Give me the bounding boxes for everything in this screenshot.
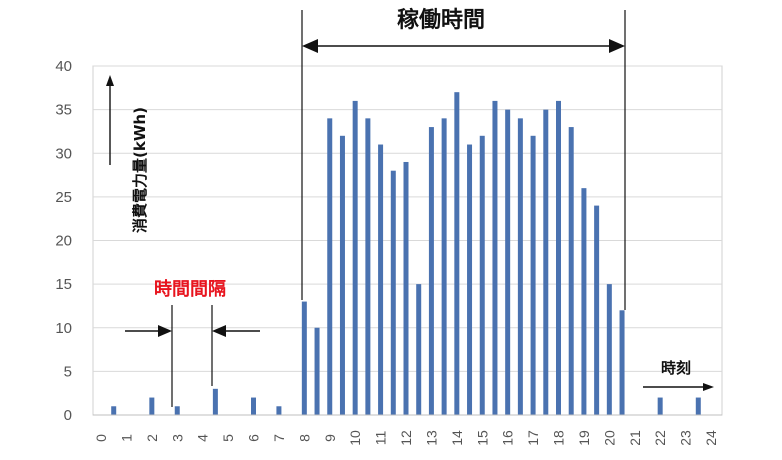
x-tick-label: 11 <box>373 431 389 446</box>
x-tick-label: 19 <box>576 430 592 446</box>
x-tick-label: 4 <box>195 434 211 442</box>
x-tick-label: 3 <box>169 434 185 442</box>
bar <box>378 144 384 415</box>
operating-arrow-left-head <box>302 39 318 53</box>
y-label-arrow-head <box>106 75 114 86</box>
bar <box>492 100 498 416</box>
bar <box>111 406 117 415</box>
bar <box>543 109 549 415</box>
x-tick-labels: 0 1 2 3 4 5 6 7 8 9 10 11 12 13 14 15 16 17 18 19 20 21 22 23 24 <box>93 430 719 446</box>
bar <box>530 135 536 416</box>
x-tick-label: 12 <box>398 430 414 446</box>
x-tick-label: 21 <box>627 430 643 446</box>
bar <box>276 406 282 415</box>
bar <box>212 388 218 415</box>
bar <box>594 205 600 415</box>
bar <box>403 161 409 415</box>
y-tick-label: 10 <box>55 320 72 337</box>
bar <box>314 327 320 415</box>
bar <box>251 397 256 415</box>
x-tick-label: 1 <box>118 434 134 442</box>
bar <box>441 118 447 415</box>
bar <box>365 118 371 415</box>
interval-arrow-left-head <box>158 325 172 337</box>
x-tick-label: 8 <box>296 434 312 442</box>
x-tick-label: 24 <box>703 430 719 446</box>
y-tick-label: 30 <box>55 145 72 162</box>
bar <box>327 118 333 415</box>
x-tick-label: 15 <box>474 430 490 446</box>
x-tick-label: 17 <box>525 430 541 446</box>
bar-series <box>111 92 701 416</box>
bar <box>352 100 358 416</box>
bar <box>619 310 625 415</box>
x-tick-label: 16 <box>500 430 516 446</box>
bar <box>416 284 422 415</box>
time-axis-label: 時刻 <box>661 359 691 377</box>
x-tick-label: 14 <box>449 430 465 446</box>
bar <box>467 144 473 415</box>
bar <box>505 109 511 415</box>
y-tick-label: 15 <box>55 276 72 293</box>
bar <box>174 406 180 415</box>
bar <box>695 397 701 415</box>
x-tick-label: 0 <box>93 434 109 442</box>
bar <box>339 135 345 416</box>
bar <box>517 118 523 415</box>
bar <box>428 127 434 415</box>
x-tick-label: 22 <box>652 430 668 446</box>
x-tick-label: 23 <box>678 430 694 446</box>
x-tick-label: 10 <box>347 430 363 446</box>
y-tick-label: 40 <box>55 58 72 75</box>
x-tick-label: 2 <box>144 434 160 442</box>
bar <box>479 135 485 416</box>
bar <box>568 127 574 415</box>
bar <box>454 92 460 416</box>
x-tick-label: 7 <box>271 434 287 442</box>
x-tick-label: 20 <box>601 430 617 446</box>
bar <box>149 397 155 415</box>
bar <box>581 188 587 415</box>
operating-time-label: 稼働時間 <box>397 7 485 33</box>
x-tick-label: 9 <box>322 434 338 442</box>
y-tick-label: 35 <box>55 102 72 119</box>
x-tick-label: 13 <box>423 430 439 446</box>
interval-arrow-right-head <box>212 325 226 337</box>
operating-arrow-right-head <box>609 39 625 53</box>
bar <box>390 170 396 415</box>
y-tick-labels: 0 5 10 15 20 25 30 35 40 <box>55 58 72 424</box>
x-tick-label: 6 <box>246 434 262 442</box>
x-tick-label: 5 <box>220 434 236 442</box>
y-tick-label: 0 <box>64 407 72 424</box>
y-tick-label: 5 <box>64 363 72 380</box>
interval-label: 時間間隔 <box>154 279 226 300</box>
bar <box>301 301 307 415</box>
time-axis-arrow-head <box>703 383 714 391</box>
y-axis-label: 消費電力量(kWh) <box>131 107 149 233</box>
x-tick-label: 18 <box>551 430 567 446</box>
bar <box>657 397 663 415</box>
y-tick-label: 25 <box>55 189 72 206</box>
bar <box>556 100 561 416</box>
y-tick-label: 20 <box>55 233 72 250</box>
bar <box>606 284 612 415</box>
